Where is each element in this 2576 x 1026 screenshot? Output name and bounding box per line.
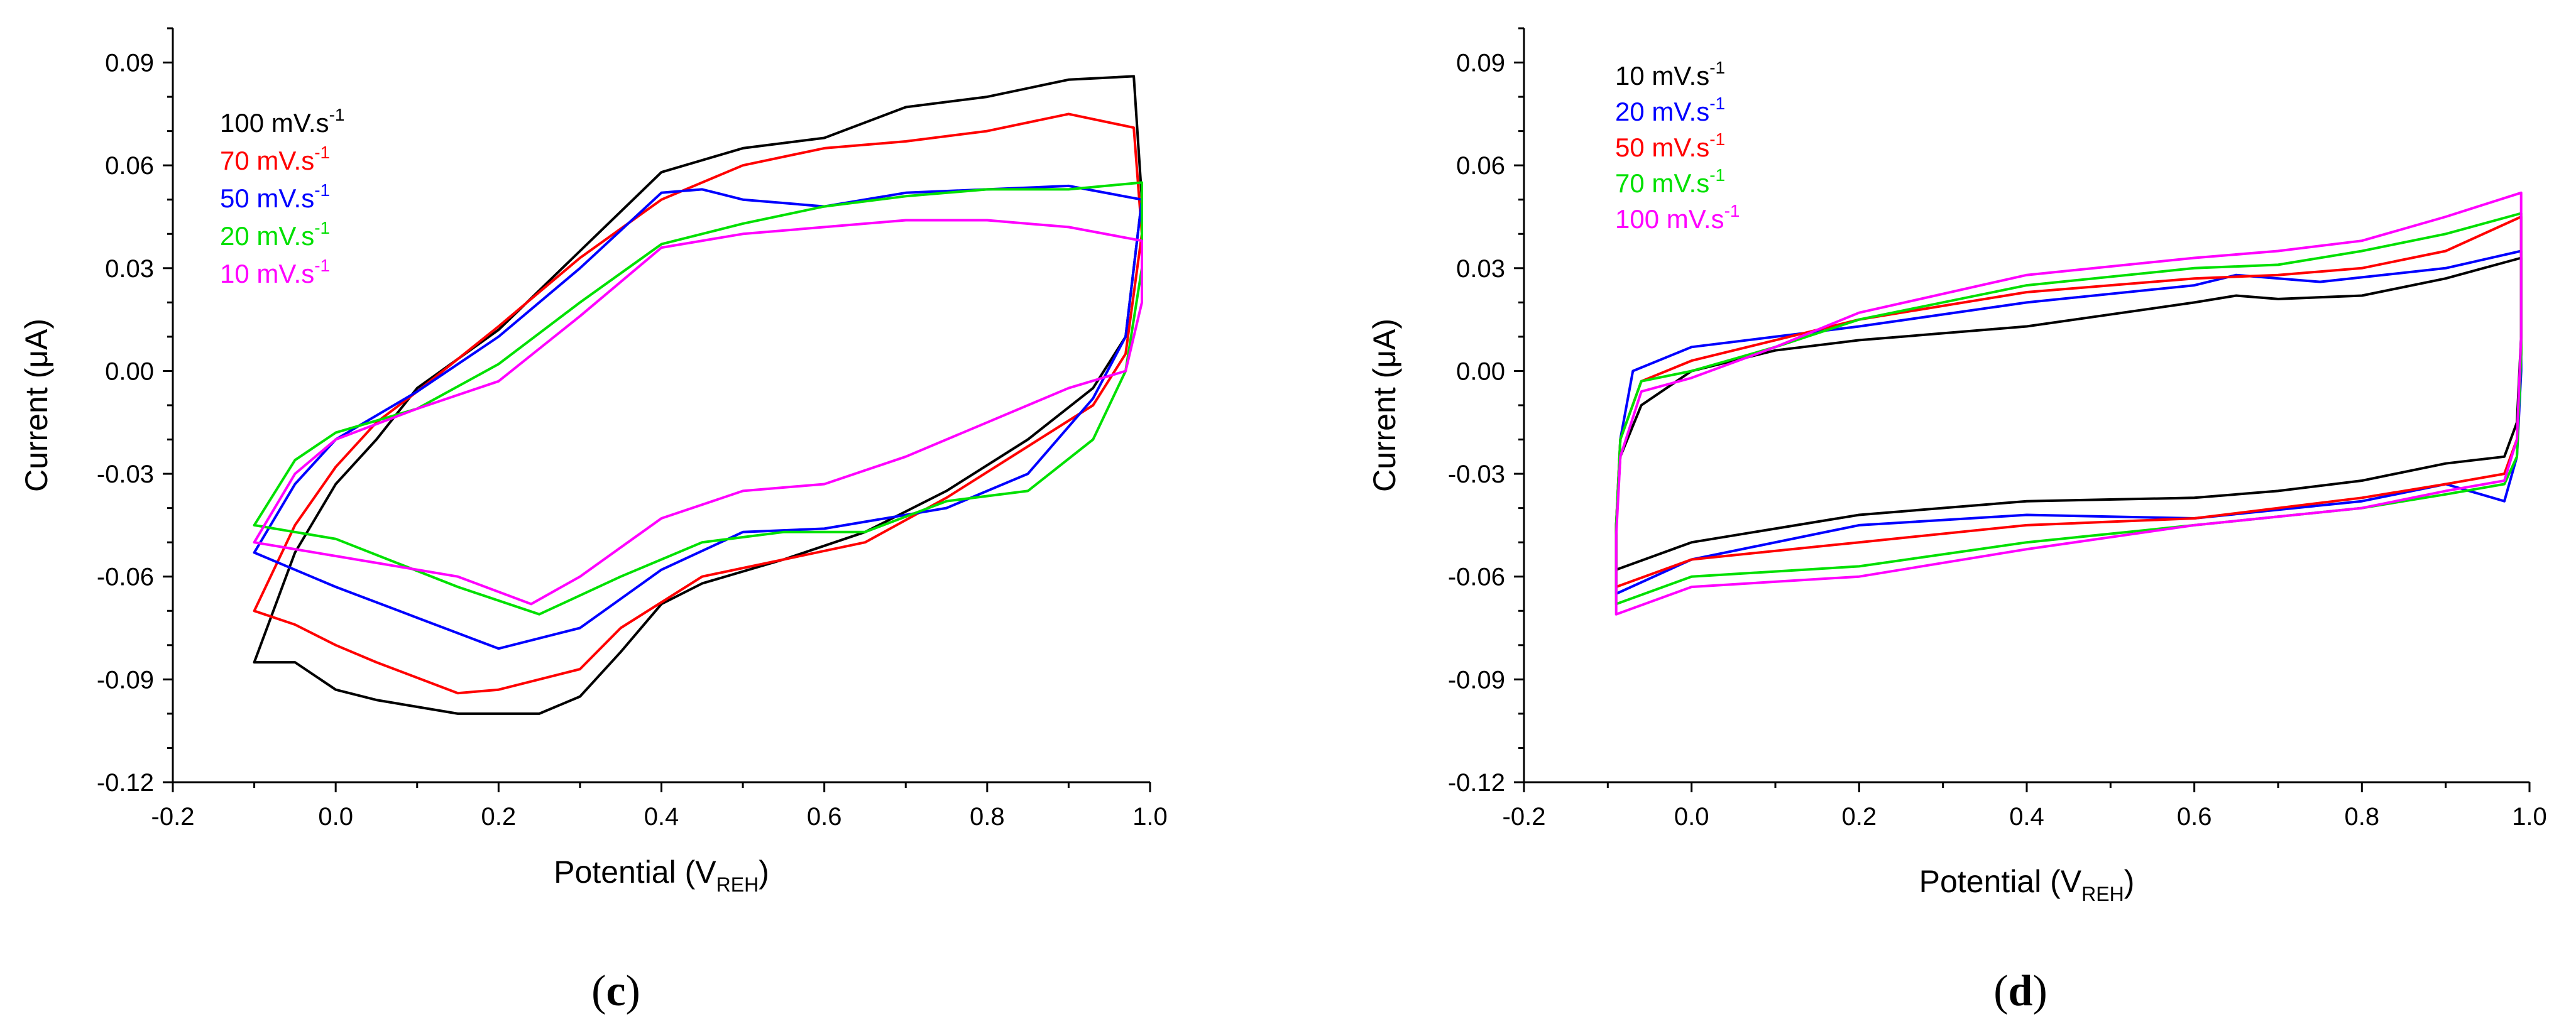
y-tick-label: 0.03: [1456, 255, 1505, 283]
x-tick-label: 1.0: [2512, 803, 2547, 831]
y-tick-label: 0.00: [1456, 357, 1505, 385]
series-line: [1614, 191, 2523, 616]
x-tick-label: 0.4: [644, 803, 679, 831]
x-axis-title: Potential (VREH): [1919, 864, 2135, 905]
y-tick-label: -0.03: [97, 461, 154, 488]
x-tick-label: 0.2: [481, 803, 517, 831]
y-tick-label: -0.06: [97, 564, 154, 591]
series-line: [253, 219, 1143, 606]
y-tick-label: 0.09: [1456, 50, 1505, 77]
y-tick-label: -0.03: [1448, 461, 1505, 488]
chart-panel-c: -0.2 0.0 0.2 0.4 0.6 0.8 1.0 -0.12 -0.09 -0.06 -0.…: [19, 27, 1168, 1015]
x-tick-label: 0.6: [807, 803, 842, 831]
y-tick-label: 0.00: [105, 357, 154, 385]
y-tick-label: 0.06: [1456, 152, 1505, 180]
y-tick-label: -0.06: [1448, 564, 1505, 591]
legend-entry: 20 mV.s-1: [1615, 94, 1725, 126]
x-tick-label: 0.6: [2177, 803, 2212, 831]
x-axis-title: Potential (VREH): [554, 854, 769, 896]
y-tick-label: -0.12: [97, 769, 154, 797]
series-line: [1614, 216, 2523, 589]
legend-entry: 70 mV.s-1: [220, 143, 330, 175]
x-tick-label: -0.2: [1503, 803, 1546, 831]
legend-entry: 100 mV.s-1: [1615, 201, 1740, 234]
x-tick-label: 1.0: [1132, 803, 1168, 831]
y-tick-label: -0.09: [1448, 666, 1505, 694]
legend-entry: 50 mV.s-1: [1615, 129, 1725, 162]
series-line: [253, 112, 1143, 695]
panel-caption: (d): [1993, 967, 2047, 1015]
x-tick-label: -0.2: [151, 803, 195, 831]
legend-entry: 10 mV.s-1: [1615, 58, 1725, 90]
x-tick-label: 0.8: [970, 803, 1005, 831]
chart-panel-d: -0.2 0.0 0.2 0.4 0.6 0.8 1.0 -0.12 -0.09 -0.06 -0.…: [1367, 27, 2547, 1015]
y-tick-label: 0.06: [105, 152, 154, 180]
legend-entry: 10 mV.s-1: [220, 256, 330, 288]
x-tick-label: 0.0: [318, 803, 353, 831]
panel-caption: (c): [591, 967, 640, 1015]
series-line: [253, 75, 1143, 715]
y-axis-title: Current (μA): [19, 319, 54, 492]
y-tick-label: -0.09: [97, 666, 154, 694]
x-tick-label: 0.8: [2345, 803, 2380, 831]
series-line: [253, 181, 1143, 616]
y-tick-label: -0.12: [1448, 769, 1505, 797]
y-tick-label: 0.03: [105, 255, 154, 283]
series-line: [1614, 212, 2523, 606]
y-axis-title: Current (μA): [1367, 319, 1402, 492]
x-tick-label: 0.0: [1674, 803, 1709, 831]
legend-entry: 70 mV.s-1: [1615, 165, 1725, 198]
y-tick-label: 0.09: [105, 50, 154, 77]
legend-entry: 100 mV.s-1: [220, 105, 344, 138]
legend-entry: 50 mV.s-1: [220, 180, 330, 213]
x-tick-label: 0.2: [1842, 803, 1877, 831]
x-tick-label: 0.4: [2009, 803, 2044, 831]
legend-entry: 20 mV.s-1: [220, 218, 330, 251]
series-line: [1614, 249, 2523, 595]
